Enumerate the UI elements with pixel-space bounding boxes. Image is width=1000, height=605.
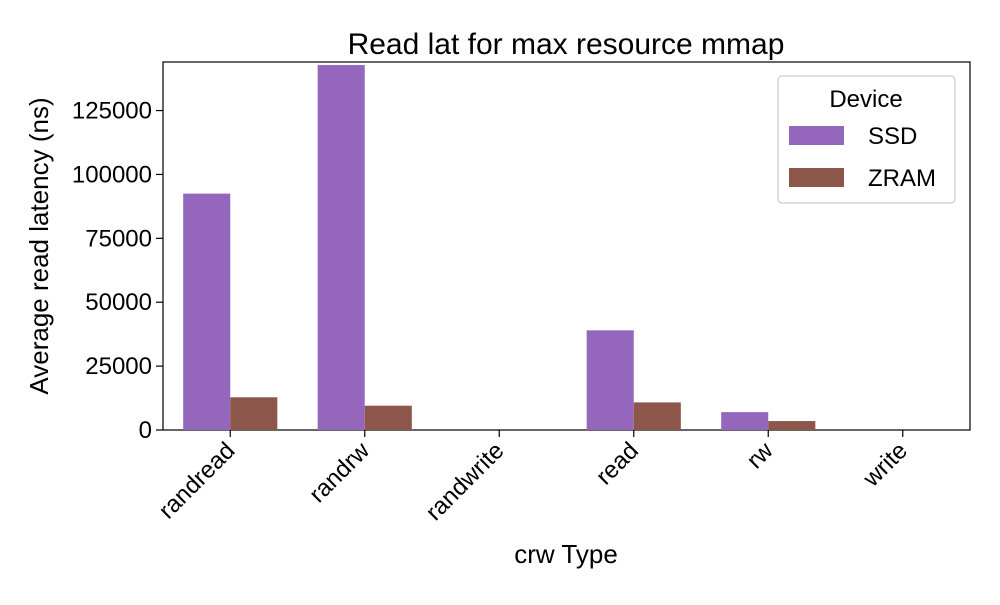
x-tick-label: write (857, 437, 913, 493)
x-axis-label: crw Type (514, 539, 618, 569)
y-tick-label: 100000 (72, 161, 152, 188)
legend-label-ssd: SSD (868, 123, 917, 150)
bar-ssd-rw (721, 412, 769, 430)
legend-swatch-ssd (789, 126, 844, 145)
bars (183, 65, 816, 431)
x-tick-label: randread (153, 437, 240, 524)
chart-title: Read lat for max resource mmap (348, 28, 785, 61)
legend-title: Device (829, 86, 902, 113)
x-tick-label: rw (741, 437, 778, 474)
y-tick-label: 50000 (85, 289, 152, 316)
y-tick-label: 25000 (85, 353, 152, 380)
bar-zram-randread (230, 397, 278, 430)
x-tick-label: randwrite (421, 437, 510, 526)
plot-frame (162, 61, 971, 431)
y-axis: 0 25000 50000 75000 100000 125000 (72, 98, 163, 444)
legend-label-zram: ZRAM (868, 165, 936, 192)
y-tick-label: 75000 (85, 225, 152, 252)
bar-ssd-randrw (317, 65, 365, 431)
y-tick-label: 125000 (72, 98, 152, 125)
bar-zram-read (633, 402, 681, 430)
bar-ssd-randread (183, 193, 231, 430)
y-tick-label: 0 (139, 417, 152, 444)
x-tick-label: randrw (304, 437, 375, 508)
bar-ssd-read (586, 330, 634, 430)
legend-items: SSD ZRAM (789, 123, 936, 192)
plot-area (162, 61, 971, 431)
x-tick-label: read (591, 437, 644, 490)
y-axis-label: Average read latency (ns) (24, 97, 54, 394)
legend: Device SSD ZRAM (777, 75, 956, 204)
bar-zram-randrw (364, 405, 412, 430)
x-axis: randread randrw randwrite read rw write (153, 430, 913, 526)
legend-swatch-zram (789, 168, 844, 187)
bar-zram-rw (768, 421, 816, 430)
